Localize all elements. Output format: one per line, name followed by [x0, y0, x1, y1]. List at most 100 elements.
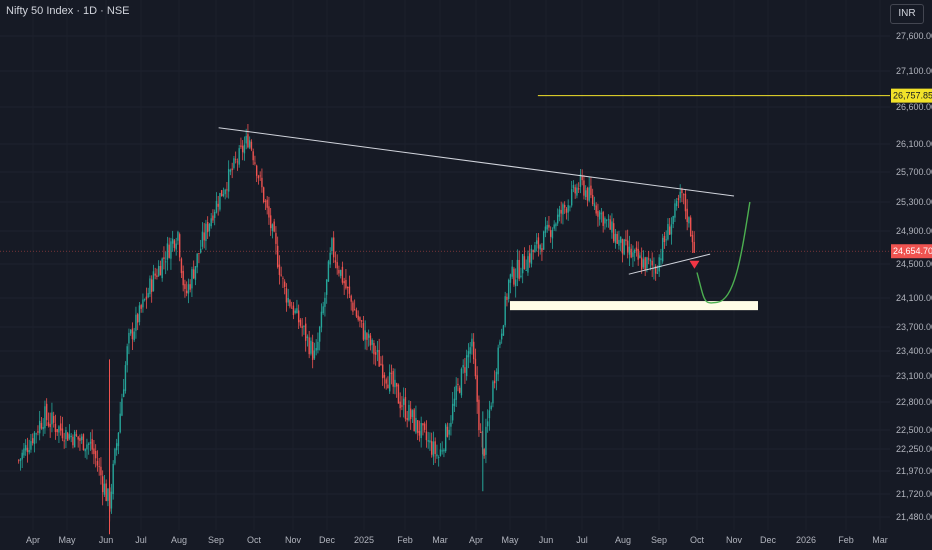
- candle-body: [369, 335, 372, 346]
- x-tick-label: Nov: [285, 535, 302, 545]
- candle-body: [203, 232, 205, 241]
- candle-body: [432, 441, 435, 457]
- candle-body: [409, 408, 412, 420]
- candle-body: [604, 218, 606, 224]
- candle-body: [423, 423, 426, 430]
- candle-body: [630, 248, 632, 258]
- x-tick-label: Dec: [760, 535, 777, 545]
- candle-body: [430, 441, 433, 455]
- candle-body: [306, 336, 309, 339]
- candle-body: [563, 204, 566, 208]
- candle-body: [294, 310, 296, 313]
- candle-body: [352, 302, 354, 312]
- y-tick-label: 24,500.00: [896, 259, 932, 269]
- candle-body: [401, 405, 403, 407]
- candle-body: [502, 325, 505, 336]
- candle-body: [661, 237, 664, 262]
- candle-body: [68, 434, 71, 439]
- candle-body: [93, 448, 95, 455]
- candle-body: [455, 385, 457, 400]
- candle-body: [485, 426, 487, 455]
- candle-body: [324, 297, 326, 307]
- candle-body: [42, 427, 44, 430]
- candle-body: [394, 379, 396, 388]
- candle-body: [644, 257, 646, 271]
- x-tick-label: Jul: [135, 535, 147, 545]
- candle-body: [635, 247, 638, 251]
- candle-body: [408, 404, 410, 421]
- candle-body: [626, 240, 629, 253]
- candle-body: [478, 399, 480, 431]
- x-axis[interactable]: Apr May Jun Jul Aug Sep Oct Nov Dec 2025 Feb Mar Apr…: [26, 535, 888, 545]
- candle-body: [61, 428, 64, 439]
- candle-body: [17, 460, 20, 462]
- x-tick-label: Apr: [469, 535, 483, 545]
- candle-body: [317, 341, 319, 351]
- candle-body: [605, 220, 608, 222]
- candle-body: [616, 234, 618, 244]
- candle-body: [675, 200, 678, 207]
- candle-body: [465, 355, 468, 377]
- candle-body: [577, 188, 580, 190]
- candle-body: [693, 241, 695, 253]
- candle-body: [297, 310, 300, 323]
- candle-body: [360, 320, 363, 322]
- candle-body: [392, 371, 394, 387]
- candle-body: [560, 210, 562, 214]
- candle-body: [82, 434, 85, 451]
- candle-body: [138, 305, 141, 322]
- candle-body: [301, 326, 303, 328]
- candle-body: [341, 266, 344, 283]
- candle-body: [33, 432, 36, 445]
- candle-body: [47, 422, 50, 426]
- candle-body: [460, 368, 463, 396]
- candle-body: [614, 233, 617, 243]
- candle-body: [199, 248, 202, 253]
- candle-body: [458, 387, 461, 393]
- candle-body: [602, 212, 604, 226]
- candle-body: [182, 270, 184, 286]
- candle-body: [439, 449, 442, 456]
- candle-body: [581, 175, 583, 181]
- x-tick-label: Jun: [539, 535, 554, 545]
- candle-body: [115, 443, 118, 451]
- candle-body: [178, 234, 181, 258]
- y-tick-label: 22,500.00: [896, 425, 932, 435]
- candle-body: [66, 432, 69, 441]
- candle-body: [677, 198, 680, 201]
- candle-body: [276, 245, 279, 267]
- support-zone: [510, 301, 758, 311]
- candle-body: [136, 314, 139, 323]
- candle-body: [147, 293, 149, 298]
- y-axis[interactable]: 21,480.00 21,720.00 21,970.00 22,250.00 22,5…: [896, 31, 932, 522]
- currency-selector[interactable]: INR: [890, 4, 924, 24]
- candle-body: [145, 296, 148, 300]
- candle-body: [331, 238, 333, 252]
- candle-body: [101, 476, 104, 493]
- candle-body: [103, 483, 106, 495]
- candle-body: [159, 266, 162, 276]
- x-tick-label: Oct: [247, 535, 262, 545]
- candle-body: [528, 253, 531, 263]
- candle-body: [35, 433, 37, 435]
- descending-trendline: [218, 127, 735, 197]
- candle-body: [112, 463, 114, 495]
- candle-body: [332, 237, 335, 258]
- candle-body: [457, 383, 459, 386]
- candle-body: [325, 279, 328, 295]
- candle-body: [247, 134, 249, 148]
- candle-body: [121, 398, 123, 416]
- candle-body: [579, 174, 582, 187]
- candle-body: [532, 250, 534, 252]
- candle-body: [415, 417, 417, 433]
- candle-body: [126, 346, 128, 366]
- candlestick-series: [17, 123, 695, 535]
- candle-body: [303, 326, 305, 327]
- candle-body: [105, 483, 107, 501]
- candle-body: [129, 329, 132, 334]
- candle-body: [329, 252, 331, 265]
- candle-body: [26, 447, 29, 452]
- candle-body: [212, 215, 214, 221]
- candle-body: [364, 330, 366, 340]
